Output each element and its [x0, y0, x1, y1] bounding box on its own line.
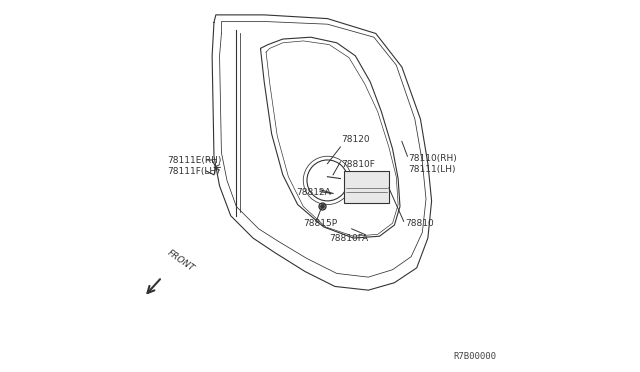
Text: 78815P: 78815P [303, 219, 337, 228]
FancyBboxPatch shape [344, 171, 389, 203]
Text: 78110(RH)
78111(LH): 78110(RH) 78111(LH) [408, 154, 457, 174]
Text: 78810F: 78810F [342, 160, 376, 169]
Text: R7B00000: R7B00000 [454, 352, 497, 361]
Text: 78812A: 78812A [296, 188, 331, 197]
Text: 78111E(RH)
78111F(LH): 78111E(RH) 78111F(LH) [168, 156, 222, 176]
Text: FRONT: FRONT [166, 248, 196, 273]
Text: 78810FA: 78810FA [330, 234, 369, 243]
Text: 78120: 78120 [342, 135, 370, 144]
Text: 78810: 78810 [405, 219, 433, 228]
